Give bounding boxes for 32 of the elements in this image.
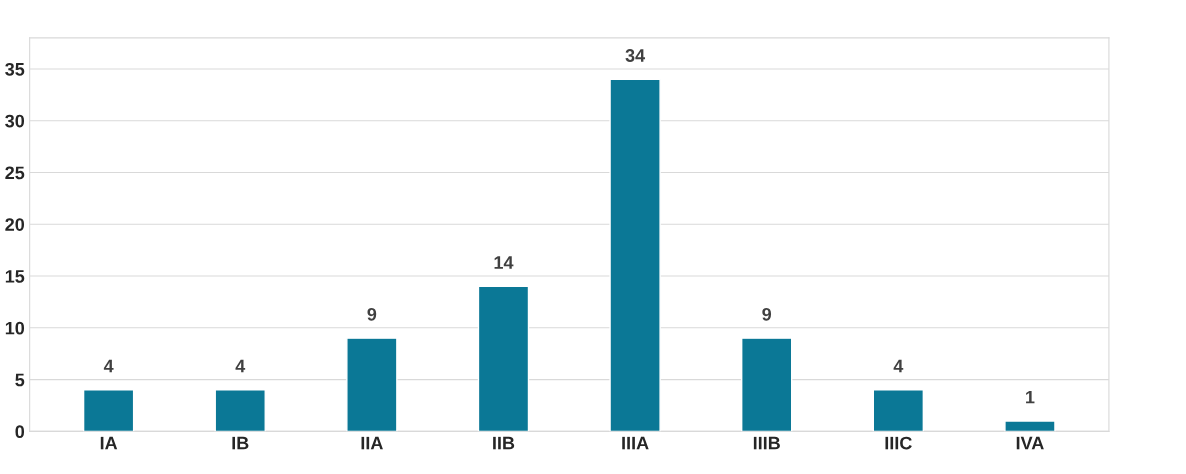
data-label: 9: [367, 307, 377, 321]
data-label: 4: [103, 359, 114, 373]
y-tick-label: 30: [5, 114, 25, 128]
x-tick-label: IIIA: [622, 436, 649, 450]
x-tick-label: IIIC: [885, 436, 912, 450]
data-label: 1: [1026, 390, 1035, 404]
y-tick-label: 15: [5, 270, 25, 283]
x-tick-label: IB: [232, 436, 249, 450]
x-tick-label: IIIB: [753, 436, 780, 450]
bar: [346, 337, 398, 432]
bar: [82, 389, 135, 432]
bar: [609, 78, 661, 432]
y-tick-label: 5: [15, 373, 25, 387]
y-tick-label: 25: [5, 166, 25, 180]
bar: [1004, 420, 1056, 432]
data-label: 9: [762, 307, 772, 321]
y-tick-label: 10: [5, 321, 25, 335]
y-tick-label: 0: [15, 425, 25, 439]
bar: [872, 389, 925, 432]
x-tick-label: IVA: [1016, 436, 1044, 450]
x-tick-label: IA: [100, 436, 118, 450]
x-tick-label: IIB: [493, 436, 515, 450]
bar: [477, 285, 530, 432]
bar: [741, 337, 793, 432]
x-tick-label: IIA: [361, 436, 383, 450]
data-label: 14: [494, 256, 514, 269]
y-tick-label: 20: [5, 218, 25, 231]
data-label: 34: [625, 49, 646, 62]
data-label: 4: [235, 359, 246, 373]
y-tick-label: 35: [5, 62, 25, 76]
data-label: 4: [893, 359, 904, 373]
bar: [214, 389, 266, 432]
